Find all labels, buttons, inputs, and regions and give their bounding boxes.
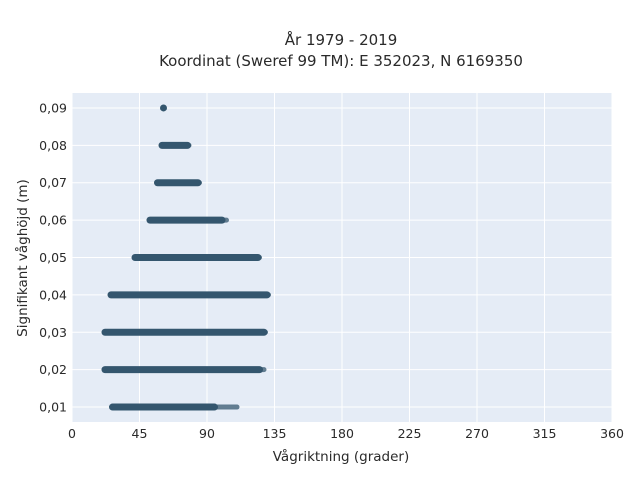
data-points <box>101 104 271 411</box>
x-tick-label: 180 <box>330 426 354 441</box>
x-tick-label: 135 <box>263 426 287 441</box>
x-tick-label: 0 <box>68 426 76 441</box>
grid-lines <box>71 93 613 422</box>
y-tick-label: 0,08 <box>39 138 67 153</box>
y-tick-label: 0,09 <box>39 100 67 115</box>
y-axis-ticks: 0,01 0,02 0,03 0,04 0,05 0,06 0,07 0,08 0,09 <box>39 100 67 414</box>
x-tick-label: 315 <box>533 426 557 441</box>
y-tick-label: 0,02 <box>39 362 67 377</box>
data-point <box>160 104 167 112</box>
y-tick-label: 0,04 <box>39 287 67 302</box>
y-tick-label: 0,01 <box>39 400 67 415</box>
x-tick-label: 225 <box>398 426 422 441</box>
y-tick-label: 0,07 <box>39 175 67 190</box>
y-axis-label: Signifikant våghöjd (m) <box>14 179 31 337</box>
y-tick-label: 0,03 <box>39 325 67 340</box>
x-tick-label: 45 <box>132 426 148 441</box>
x-tick-label: 270 <box>465 426 489 441</box>
y-tick-label: 0,06 <box>39 213 67 228</box>
data-row <box>160 104 167 112</box>
x-axis-label: Vågriktning (grader) <box>273 448 410 465</box>
y-tick-label: 0,05 <box>39 250 67 265</box>
x-tick-label: 360 <box>600 426 624 441</box>
x-tick-label: 90 <box>199 426 215 441</box>
chart-subtitle: Koordinat (Sweref 99 TM): E 352023, N 61… <box>159 52 523 70</box>
chart-title: År 1979 - 2019 <box>285 30 398 49</box>
x-axis-ticks: 0 45 90 135 180 225 270 315 360 <box>68 426 624 441</box>
